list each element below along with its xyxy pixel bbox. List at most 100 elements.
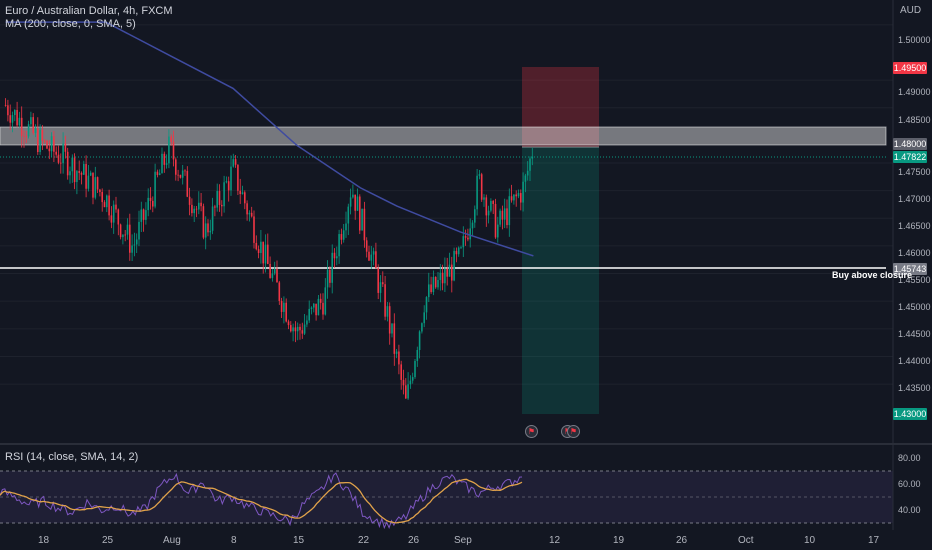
candle[interactable] xyxy=(356,196,359,211)
event-flag-icon[interactable]: ⚑ xyxy=(525,425,538,438)
candle[interactable] xyxy=(349,197,352,207)
buy-above-closure-note[interactable]: Buy above closure xyxy=(832,270,913,280)
candle[interactable] xyxy=(513,194,515,201)
candle[interactable] xyxy=(474,209,476,223)
candle[interactable] xyxy=(239,190,241,195)
ma-legend[interactable]: MA (200, close, 0, SMA, 5) xyxy=(5,18,136,30)
candle[interactable] xyxy=(319,298,322,303)
candle[interactable] xyxy=(78,171,80,173)
candle[interactable] xyxy=(170,136,172,142)
candle[interactable] xyxy=(451,264,453,281)
candle[interactable] xyxy=(520,193,522,203)
candle[interactable] xyxy=(434,277,437,288)
candle[interactable] xyxy=(407,384,409,399)
candle[interactable] xyxy=(271,273,274,278)
candle[interactable] xyxy=(129,224,131,253)
candle[interactable] xyxy=(257,249,260,254)
candle[interactable] xyxy=(338,234,340,257)
candle[interactable] xyxy=(294,327,297,332)
candle[interactable] xyxy=(402,379,405,386)
symbol-legend[interactable]: Euro / Australian Dollar, 4h, FXCM xyxy=(5,5,173,17)
candle[interactable] xyxy=(499,210,501,225)
candle[interactable] xyxy=(365,240,368,252)
candle[interactable] xyxy=(237,164,239,191)
candle[interactable] xyxy=(377,268,379,293)
candle[interactable] xyxy=(522,181,524,203)
candle[interactable] xyxy=(409,380,412,385)
candle[interactable] xyxy=(347,206,350,224)
candle[interactable] xyxy=(158,173,161,175)
candle[interactable] xyxy=(287,321,290,326)
candle[interactable] xyxy=(175,159,177,175)
candle[interactable] xyxy=(368,251,370,261)
candle[interactable] xyxy=(255,242,258,250)
candle[interactable] xyxy=(260,241,262,254)
candle[interactable] xyxy=(80,172,83,175)
candle[interactable] xyxy=(361,208,363,231)
candle[interactable] xyxy=(391,323,393,334)
candle[interactable] xyxy=(73,157,76,183)
candle[interactable] xyxy=(336,256,338,259)
candle[interactable] xyxy=(25,136,28,137)
candle[interactable] xyxy=(290,325,292,332)
candle[interactable] xyxy=(494,203,497,238)
candle[interactable] xyxy=(200,202,202,207)
candle[interactable] xyxy=(119,224,122,238)
candle[interactable] xyxy=(140,209,143,222)
candle[interactable] xyxy=(154,171,156,207)
candle[interactable] xyxy=(92,172,94,198)
candle[interactable] xyxy=(209,230,212,233)
candle[interactable] xyxy=(131,245,133,253)
candle[interactable] xyxy=(517,193,520,197)
candle[interactable] xyxy=(172,141,175,160)
candle[interactable] xyxy=(453,250,455,281)
candle[interactable] xyxy=(218,191,221,205)
candle[interactable] xyxy=(193,208,195,214)
candle[interactable] xyxy=(147,197,149,211)
candle[interactable] xyxy=(83,163,85,175)
candle[interactable] xyxy=(315,303,317,316)
candle[interactable] xyxy=(310,307,313,309)
candle[interactable] xyxy=(478,174,481,176)
candle[interactable] xyxy=(354,194,356,211)
candle[interactable] xyxy=(471,222,474,229)
candle[interactable] xyxy=(223,182,225,207)
candle[interactable] xyxy=(191,204,193,214)
candle[interactable] xyxy=(460,247,462,249)
price-tag-breakout[interactable]: 1.45743 xyxy=(893,263,927,275)
candle[interactable] xyxy=(448,264,451,277)
candle[interactable] xyxy=(60,162,62,164)
candle[interactable] xyxy=(395,351,398,354)
candle[interactable] xyxy=(506,208,508,226)
candle[interactable] xyxy=(122,234,124,238)
candle[interactable] xyxy=(138,221,140,240)
candle[interactable] xyxy=(177,174,179,176)
candle[interactable] xyxy=(149,197,152,201)
candle[interactable] xyxy=(66,151,69,176)
candle[interactable] xyxy=(110,215,113,223)
candle[interactable] xyxy=(269,263,271,278)
candle[interactable] xyxy=(428,284,430,298)
candle[interactable] xyxy=(490,200,492,211)
candle[interactable] xyxy=(188,196,191,205)
candle[interactable] xyxy=(480,174,483,200)
candle[interactable] xyxy=(262,241,264,264)
candle[interactable] xyxy=(20,117,23,136)
candle[interactable] xyxy=(464,236,467,238)
candle[interactable] xyxy=(301,330,304,334)
candle[interactable] xyxy=(14,109,16,116)
candle[interactable] xyxy=(62,143,64,164)
candle[interactable] xyxy=(94,177,97,198)
candle[interactable] xyxy=(526,170,529,176)
candle[interactable] xyxy=(529,158,531,171)
candle[interactable] xyxy=(221,204,223,207)
candle[interactable] xyxy=(492,200,494,204)
candle[interactable] xyxy=(273,269,276,274)
stop-loss-zone[interactable] xyxy=(522,67,599,147)
candle[interactable] xyxy=(483,197,485,200)
event-flag-icon[interactable]: ⚑ xyxy=(567,425,580,438)
candle[interactable] xyxy=(53,136,55,152)
candle[interactable] xyxy=(57,154,60,163)
candle[interactable] xyxy=(382,282,384,285)
candle[interactable] xyxy=(50,136,53,152)
